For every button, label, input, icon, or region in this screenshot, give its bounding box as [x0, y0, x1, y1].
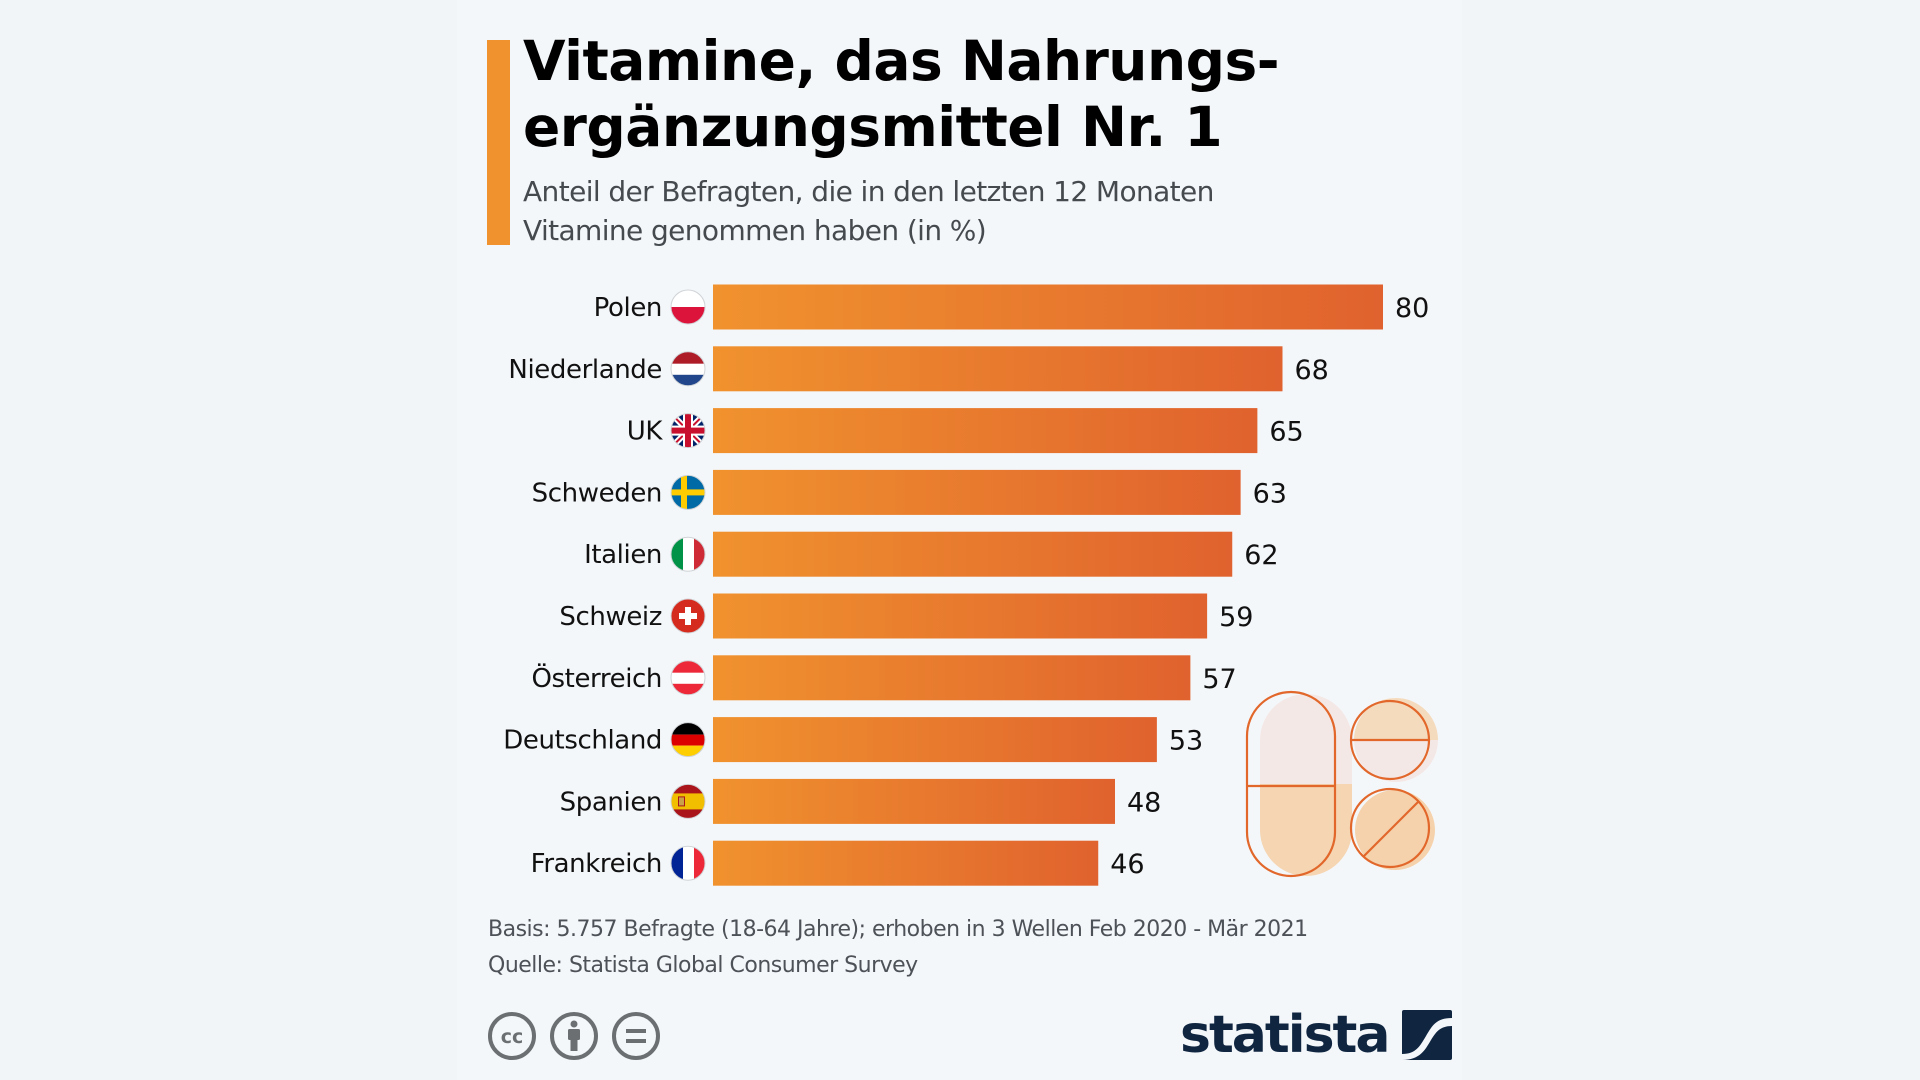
poland-flag-icon [670, 289, 706, 325]
capsule-icon [1245, 690, 1352, 878]
bar [713, 655, 1191, 701]
bar-row: Niederlande 68 [508, 346, 1329, 392]
bar [713, 593, 1208, 639]
bar-row: Frankreich 46 [531, 840, 1145, 886]
bar-row: Schweiz 59 [559, 593, 1253, 639]
bar [713, 840, 1099, 886]
netherlands-flag-icon [670, 351, 706, 387]
uk-flag-icon [670, 413, 706, 449]
no-derivatives-icon[interactable] [611, 1011, 661, 1061]
title-accent-bar [487, 40, 510, 245]
svg-text:cc: cc [501, 1026, 524, 1048]
statista-logo[interactable]: statista [1180, 1000, 1453, 1070]
statista-logo-icon [1402, 1010, 1453, 1060]
category-label: UK [627, 417, 664, 447]
basis-note: Basis: 5.757 Befragte (18-64 Jahre); erh… [488, 917, 1308, 942]
chart-title-line-2: ergänzungsmittel Nr. 1 [523, 95, 1223, 159]
pills-illustration [1245, 690, 1438, 878]
value-label: 65 [1269, 417, 1303, 448]
category-label: Niederlande [508, 355, 662, 385]
category-label: Italien [584, 540, 662, 570]
sweden-flag-icon [670, 474, 706, 510]
creative-commons-icon[interactable]: cc [487, 1011, 537, 1061]
category-label: Schweden [532, 478, 662, 508]
spain-flag-icon [670, 783, 706, 819]
chart-subtitle-line-2: Vitamine genommen haben (in %) [523, 214, 987, 247]
scored-tablet-icon [1349, 787, 1435, 870]
chart-title: Vitamine, das Nahrungs- ergänzungsmittel… [523, 28, 1423, 160]
italy-flag-icon [670, 536, 706, 572]
category-label: Frankreich [531, 849, 662, 879]
austria-flag-icon [670, 660, 706, 696]
bar [713, 778, 1115, 824]
bar [713, 469, 1241, 515]
category-label: Polen [594, 293, 662, 323]
bar [713, 346, 1283, 392]
value-label: 46 [1110, 849, 1144, 880]
license-icons[interactable]: cc [487, 1011, 661, 1061]
value-label: 48 [1127, 787, 1161, 818]
bar [713, 717, 1157, 763]
bar-row: Spanien 48 [560, 778, 1161, 824]
value-label: 62 [1244, 540, 1278, 571]
chart-subtitle: Anteil der Befragten, die in den letzten… [523, 172, 1423, 250]
value-label: 57 [1202, 664, 1236, 695]
bar-row: Österreich 57 [531, 655, 1237, 701]
value-label: 63 [1253, 478, 1287, 509]
chart-subtitle-line-1: Anteil der Befragten, die in den letzten… [523, 175, 1214, 208]
category-label: Österreich [531, 662, 662, 694]
statista-wordmark: statista [1180, 1005, 1390, 1065]
value-label: 59 [1219, 602, 1253, 633]
value-label: 53 [1169, 726, 1203, 757]
value-label: 68 [1295, 355, 1329, 386]
source-note: Quelle: Statista Global Consumer Survey [488, 953, 918, 978]
bar [713, 284, 1383, 330]
bar-row: Polen 80 [594, 284, 1429, 330]
bar-row: Schweden 63 [532, 469, 1287, 515]
category-label: Spanien [560, 787, 662, 817]
bar-row: UK 65 [627, 408, 1304, 454]
switzerland-flag-icon [670, 598, 706, 634]
chart-footer: Basis: 5.757 Befragte (18-64 Jahre); erh… [488, 912, 1308, 984]
split-tablet-icon [1349, 698, 1438, 782]
attribution-icon[interactable] [549, 1011, 599, 1061]
bar-row: Italien 62 [584, 531, 1279, 577]
chart-title-line-1: Vitamine, das Nahrungs- [523, 29, 1280, 93]
bar-row: Deutschland 53 [503, 717, 1203, 763]
germany-flag-icon [670, 722, 706, 758]
category-label: Schweiz [559, 602, 662, 632]
category-label: Deutschland [503, 726, 662, 756]
bar [713, 408, 1258, 454]
france-flag-icon [670, 845, 706, 881]
bar [713, 531, 1233, 577]
value-label: 80 [1395, 293, 1429, 324]
